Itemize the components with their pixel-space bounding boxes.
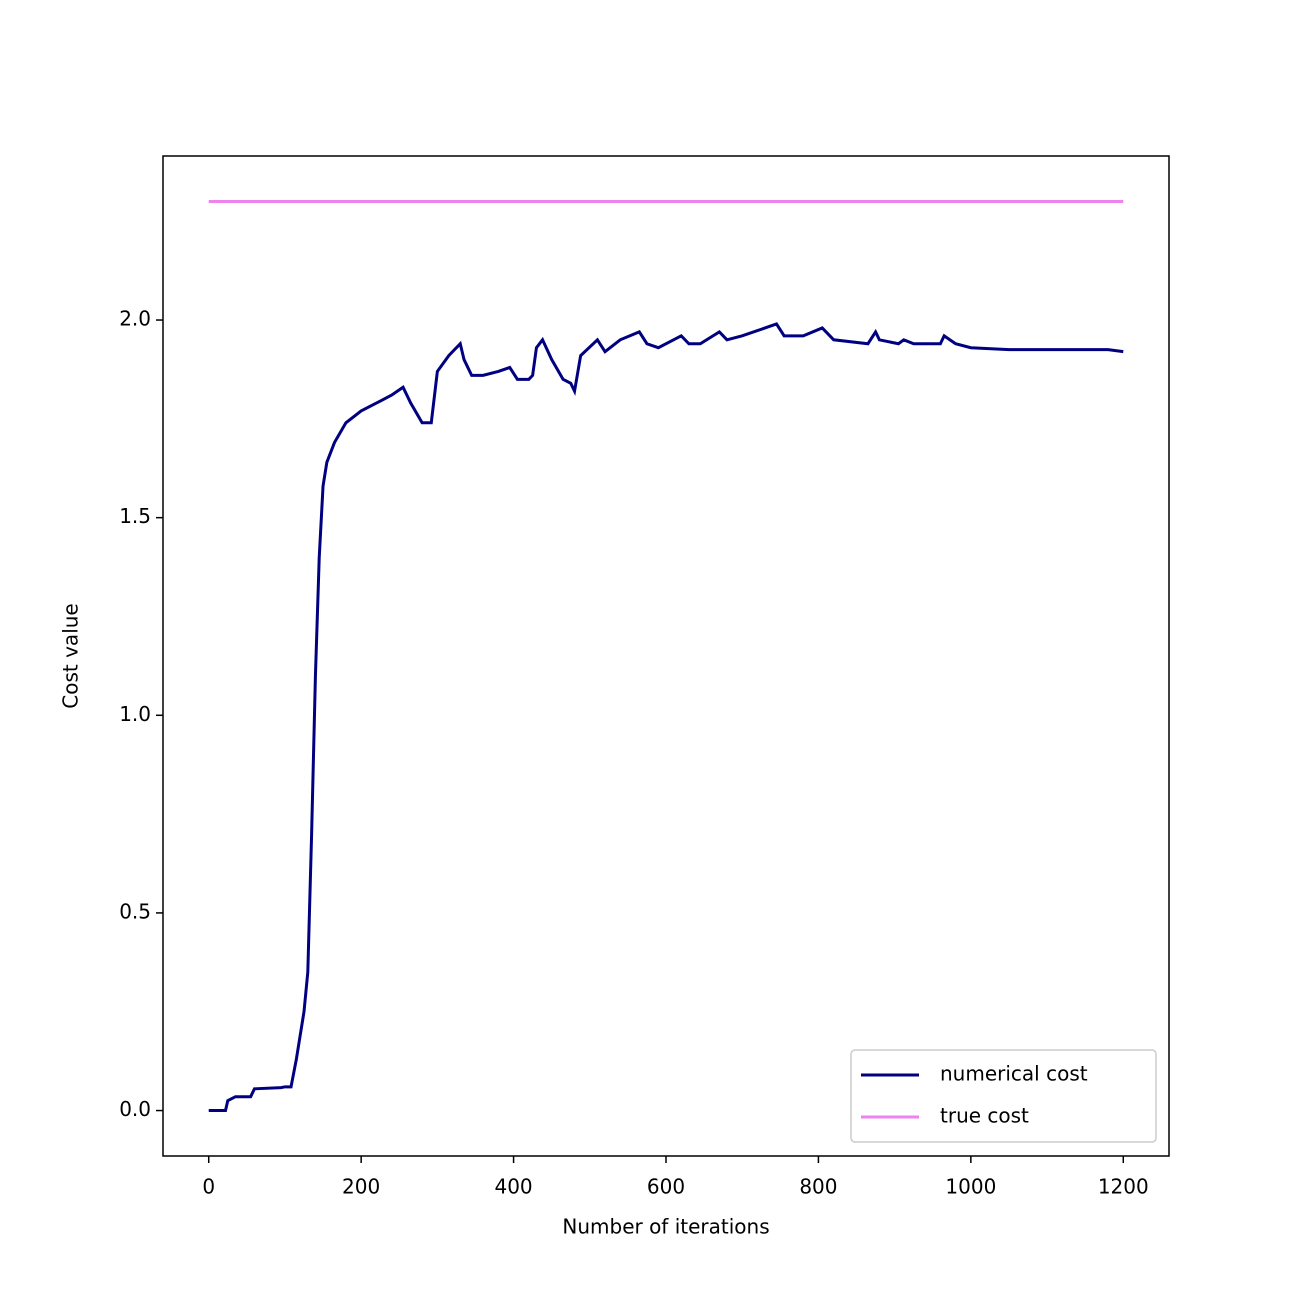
line-series <box>208 322 1124 1113</box>
y-tick-label: 0.0 <box>119 1097 151 1121</box>
y-tick-label: 2.0 <box>119 307 151 331</box>
legend-label: true cost <box>940 1104 1029 1128</box>
x-tick-label: 0 <box>202 1175 215 1199</box>
y-tick-label: 1.0 <box>119 702 151 726</box>
x-tick-label: 600 <box>647 1175 685 1199</box>
legend-label: numerical cost <box>940 1062 1088 1086</box>
plot-frame <box>162 155 1170 1157</box>
x-tick-label: 1200 <box>1098 1175 1149 1199</box>
x-tick-label: 400 <box>494 1175 532 1199</box>
y-tick-label: 0.5 <box>119 899 151 923</box>
y-tick-label: 1.5 <box>119 504 151 528</box>
y-axis-label: Cost value <box>59 603 83 708</box>
legend-box <box>850 1049 1157 1143</box>
x-axis-label: Number of iterations <box>562 1215 769 1239</box>
x-tick-label: 800 <box>799 1175 837 1199</box>
x-tick-label: 1000 <box>945 1175 996 1199</box>
x-tick-label: 200 <box>342 1175 380 1199</box>
